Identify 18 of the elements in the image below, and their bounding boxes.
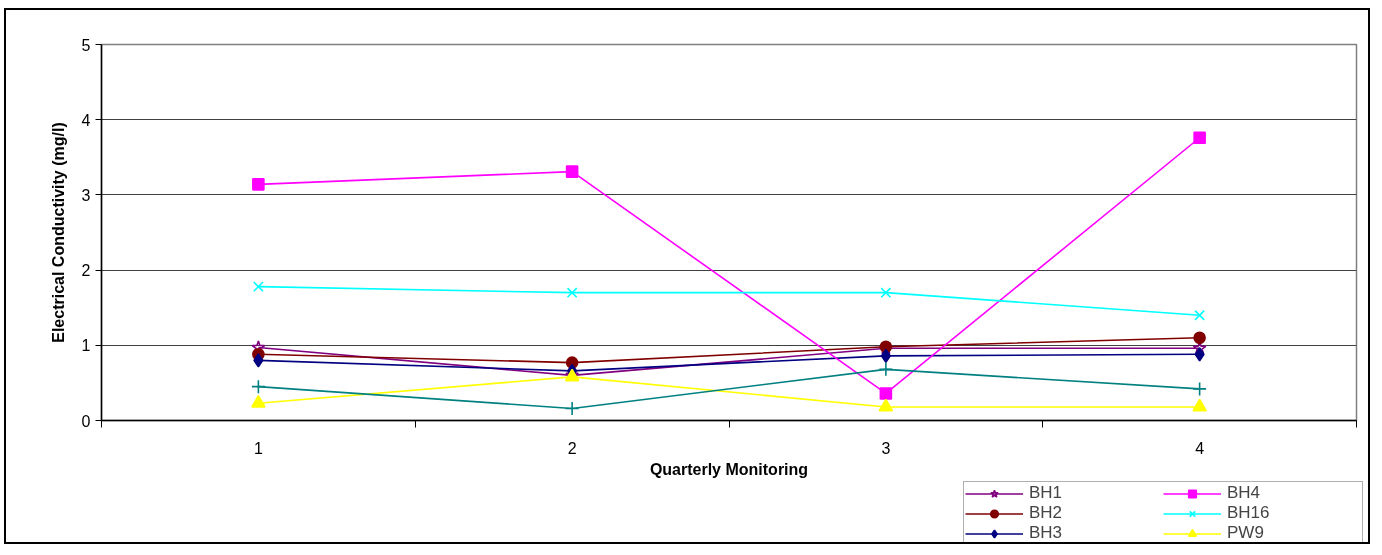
y-tick-label: 2 [81, 262, 91, 280]
y-axis-title: Electrical Conductivity (mg/l) [49, 122, 67, 343]
y-tick-label: 3 [81, 186, 91, 204]
legend-label: PW9 [1227, 523, 1265, 543]
legend-label: BH16 [1227, 503, 1271, 523]
legend-label: BH1 [1029, 483, 1064, 503]
legend-label: BH2 [1029, 503, 1064, 523]
x-tick-label: 2 [567, 439, 577, 457]
x-tick-label: 1 [253, 439, 263, 457]
y-tick-label: 0 [81, 412, 91, 430]
legend-label: BH3 [1029, 523, 1064, 543]
x-axis-title: Quarterly Monitoring [649, 460, 809, 478]
y-tick-label: 1 [81, 337, 91, 355]
legend-label: BH4 [1227, 483, 1262, 503]
x-tick-label: 3 [881, 439, 891, 457]
y-tick-label: 4 [81, 111, 91, 129]
x-tick-label: 4 [1195, 439, 1205, 457]
y-tick-label: 5 [81, 36, 91, 54]
